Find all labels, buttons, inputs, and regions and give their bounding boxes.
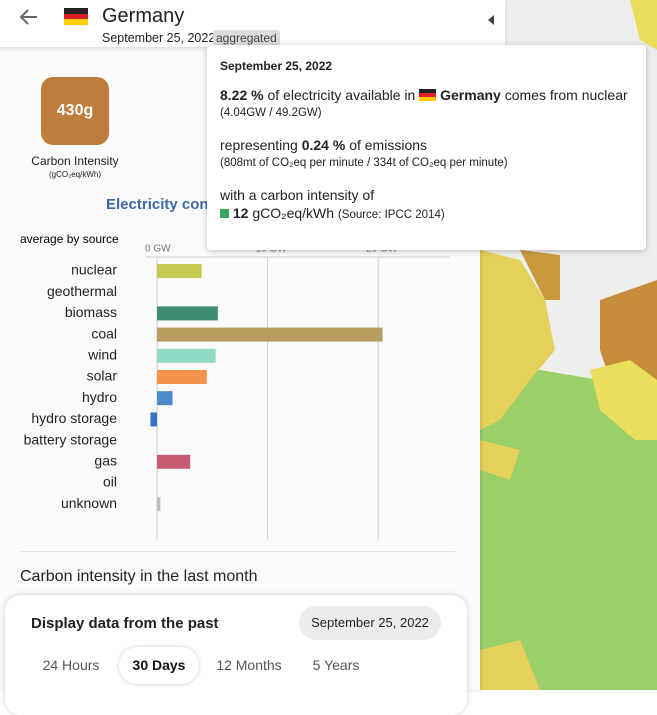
emissions: 0.24 % xyxy=(301,137,346,153)
chart-subtitle: average by source xyxy=(20,232,119,246)
divider xyxy=(20,551,455,552)
category-label: coal xyxy=(91,325,117,341)
bar xyxy=(157,348,216,363)
category-label: gas xyxy=(94,453,117,469)
bar xyxy=(157,264,202,278)
flag xyxy=(64,8,88,25)
bar xyxy=(157,327,383,342)
emissions-tail: of emissions xyxy=(349,137,428,153)
category-label: unknown xyxy=(61,495,117,511)
map-region xyxy=(590,360,657,440)
bar xyxy=(150,412,158,427)
collapse-toggle[interactable] xyxy=(486,14,496,26)
carbon-intensity-unit: (gCO₂eq/kWh) xyxy=(48,170,101,179)
time-panel-title: Display data from the past xyxy=(31,615,219,632)
map-region xyxy=(630,0,657,50)
category-label: geothermal xyxy=(47,283,117,299)
time-panel: Display data from the past September 25,… xyxy=(5,595,467,715)
x-tick-label: 0 GW xyxy=(145,244,171,255)
carbon-intensity-label: Carbon Intensity xyxy=(31,154,119,168)
time-tab[interactable]: 24 Hours xyxy=(42,657,100,673)
header: Germany September 25, 2022 aggregated xyxy=(0,0,505,47)
back-button[interactable] xyxy=(18,6,40,28)
map-region xyxy=(480,640,540,690)
share-tail: comes from nuclear xyxy=(504,87,628,103)
intensity-lead: with a carbon intensity of xyxy=(220,187,375,203)
intensity-swatch xyxy=(220,209,229,218)
flag xyxy=(419,89,437,101)
time-tab[interactable]: 30 Days xyxy=(119,647,199,684)
intensity-unit: gCO₂eq/kWh xyxy=(252,205,335,221)
bar xyxy=(157,306,218,321)
share: 8.22 % xyxy=(220,87,264,103)
tooltip-date: September 25, 2022 xyxy=(220,59,333,73)
time-tab[interactable]: 5 Years xyxy=(312,657,360,673)
bar xyxy=(157,454,191,469)
history-title: Carbon intensity in the last month xyxy=(20,568,258,585)
tooltip: September 25, 2022 8.22 % of electricity… xyxy=(207,45,646,250)
bar xyxy=(157,497,161,512)
category-label: hydro xyxy=(82,389,117,405)
map-region xyxy=(480,440,520,480)
zone-title: Germany xyxy=(102,5,185,27)
category-label: battery storage xyxy=(24,431,118,447)
category-label: wind xyxy=(87,347,117,363)
emissions-detail: (808mt of CO₂eq per minute / 334t of CO₂… xyxy=(220,157,508,169)
category-label: nuclear xyxy=(71,262,117,278)
carbon-intensity-value: 430g xyxy=(41,77,109,145)
share-text: of electricity available in xyxy=(267,87,416,103)
page: 430g Carbon Intensity (gCO₂eq/kWh) Elect… xyxy=(0,0,657,690)
category-label: hydro storage xyxy=(31,410,117,426)
bar xyxy=(157,391,173,406)
share-detail: (4.04GW / 49.2GW) xyxy=(220,107,322,119)
intensity-source: (Source: IPCC 2014) xyxy=(337,209,445,221)
map-region xyxy=(480,250,555,430)
date-picker[interactable]: September 25, 2022 xyxy=(299,606,441,640)
map-region xyxy=(520,250,560,300)
aggregated-badge: aggregated xyxy=(213,30,280,46)
category-label: solar xyxy=(87,368,118,384)
time-tab[interactable]: 12 Months xyxy=(216,657,282,673)
date: September 25, 2022 xyxy=(102,31,216,45)
bar-chart: average by source 0 GW10 GW20 GWnuclearg… xyxy=(20,232,450,540)
zone: Germany xyxy=(440,87,501,103)
map-region xyxy=(480,370,657,690)
category-label: biomass xyxy=(65,304,117,320)
intensity: 12 xyxy=(232,205,249,221)
bar xyxy=(157,370,207,384)
category-label: oil xyxy=(103,474,117,490)
emissions-lead: representing xyxy=(220,137,298,153)
